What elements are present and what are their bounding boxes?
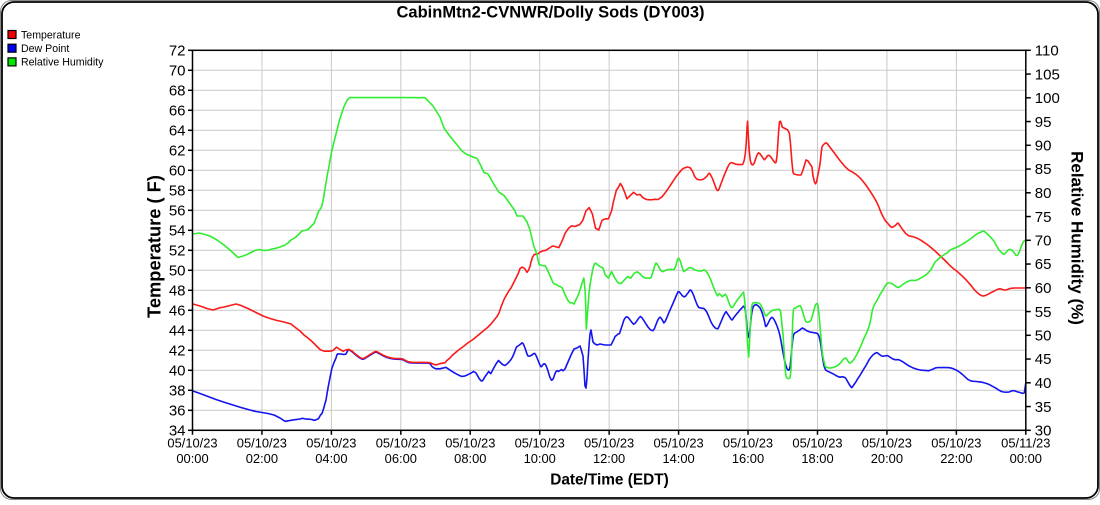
svg-text:18:00: 18:00	[801, 451, 833, 466]
svg-text:40: 40	[1035, 375, 1052, 392]
svg-text:66: 66	[169, 103, 186, 120]
svg-text:05/10/23: 05/10/23	[931, 436, 981, 451]
svg-text:12:00: 12:00	[593, 451, 625, 466]
svg-text:95: 95	[1035, 114, 1052, 131]
svg-text:04:00: 04:00	[315, 451, 347, 466]
svg-text:50: 50	[169, 263, 186, 280]
svg-text:Dew Point: Dew Point	[21, 43, 69, 55]
svg-text:60: 60	[169, 163, 186, 180]
svg-text:05/10/23: 05/10/23	[654, 436, 704, 451]
svg-text:06:00: 06:00	[385, 451, 417, 466]
svg-text:105: 105	[1035, 66, 1060, 83]
svg-text:20:00: 20:00	[871, 451, 903, 466]
svg-text:Temperature ( F): Temperature ( F)	[144, 175, 165, 318]
svg-text:72: 72	[169, 43, 186, 60]
svg-text:CabinMtn2-CVNWR/Dolly Sods (DY: CabinMtn2-CVNWR/Dolly Sods (DY003)	[396, 3, 704, 21]
svg-text:14:00: 14:00	[662, 451, 694, 466]
svg-text:Date/Time (EDT): Date/Time (EDT)	[550, 471, 669, 488]
svg-text:100: 100	[1035, 90, 1060, 107]
svg-text:05/10/23: 05/10/23	[584, 436, 634, 451]
svg-text:50: 50	[1035, 328, 1052, 345]
svg-text:38: 38	[169, 383, 186, 400]
svg-text:Relative Humidity: Relative Humidity	[21, 57, 104, 69]
svg-text:48: 48	[169, 283, 186, 300]
svg-text:85: 85	[1035, 161, 1052, 178]
svg-text:05/10/23: 05/10/23	[306, 436, 356, 451]
svg-text:Temperature: Temperature	[21, 29, 81, 41]
svg-text:10:00: 10:00	[524, 451, 556, 466]
svg-text:45: 45	[1035, 351, 1052, 368]
svg-text:22:00: 22:00	[940, 451, 972, 466]
svg-text:75: 75	[1035, 209, 1052, 226]
svg-text:44: 44	[169, 323, 186, 340]
svg-text:42: 42	[169, 343, 186, 360]
svg-text:05/10/23: 05/10/23	[723, 436, 773, 451]
svg-text:60: 60	[1035, 280, 1052, 297]
svg-text:02:00: 02:00	[246, 451, 278, 466]
svg-text:05/10/23: 05/10/23	[862, 436, 912, 451]
svg-text:05/10/23: 05/10/23	[515, 436, 565, 451]
svg-text:05/11/23: 05/11/23	[1001, 436, 1050, 451]
svg-text:Relative Humidity (%): Relative Humidity (%)	[1068, 151, 1087, 325]
svg-text:65: 65	[1035, 256, 1052, 273]
svg-text:35: 35	[1035, 399, 1052, 416]
svg-text:05/10/23: 05/10/23	[792, 436, 842, 451]
svg-text:70: 70	[169, 63, 186, 80]
svg-text:110: 110	[1035, 43, 1059, 60]
svg-text:80: 80	[1035, 185, 1052, 202]
svg-text:05/10/23: 05/10/23	[376, 436, 426, 451]
svg-text:56: 56	[169, 203, 186, 220]
svg-text:05/10/23: 05/10/23	[445, 436, 495, 451]
svg-text:36: 36	[169, 403, 186, 420]
svg-text:34: 34	[169, 423, 186, 440]
svg-text:58: 58	[169, 183, 186, 200]
svg-text:62: 62	[169, 143, 186, 160]
svg-text:40: 40	[169, 363, 186, 380]
svg-text:46: 46	[169, 303, 186, 320]
svg-text:00:00: 00:00	[176, 451, 208, 466]
svg-text:30: 30	[1035, 423, 1052, 440]
svg-text:05/10/23: 05/10/23	[167, 436, 217, 451]
svg-text:54: 54	[169, 223, 186, 240]
svg-text:00:00: 00:00	[1010, 451, 1042, 466]
svg-text:90: 90	[1035, 138, 1052, 155]
svg-text:08:00: 08:00	[454, 451, 486, 466]
svg-text:16:00: 16:00	[732, 451, 764, 466]
svg-text:52: 52	[169, 243, 186, 260]
svg-text:70: 70	[1035, 233, 1052, 250]
svg-text:05/10/23: 05/10/23	[237, 436, 287, 451]
svg-text:64: 64	[169, 123, 186, 140]
svg-text:68: 68	[169, 83, 186, 100]
svg-text:55: 55	[1035, 304, 1052, 321]
